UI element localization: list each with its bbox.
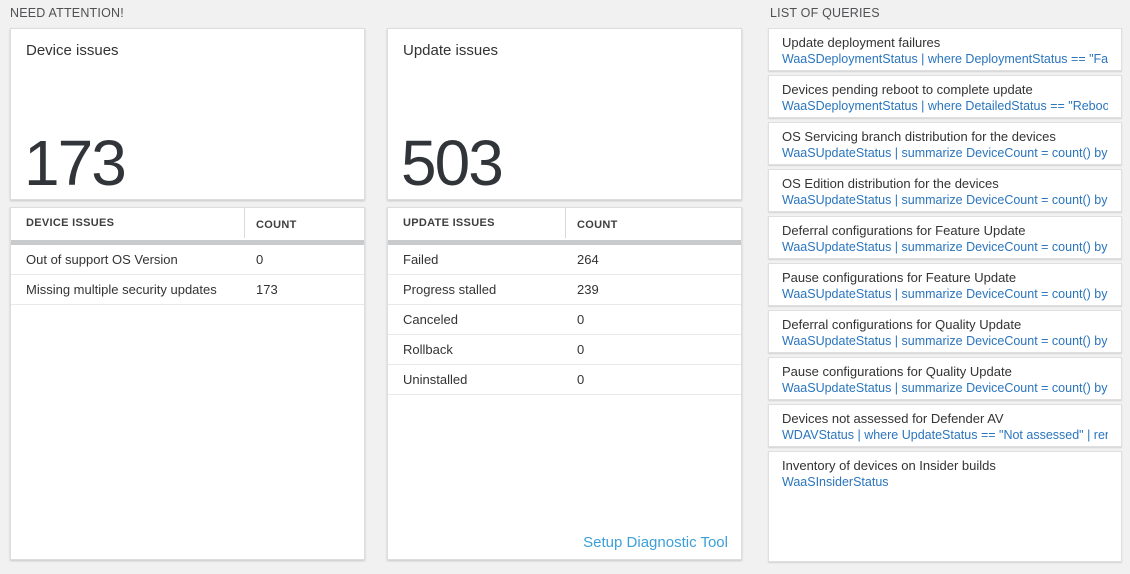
- query-title: Inventory of devices on Insider builds: [782, 458, 996, 473]
- update-table-header-issues-label: UPDATE ISSUES: [403, 217, 495, 229]
- device-table-header-count-label: COUNT: [256, 218, 297, 231]
- update-table-horizontal-scrollbar[interactable]: [388, 240, 741, 245]
- query-title: OS Servicing branch distribution for the…: [782, 129, 1056, 144]
- row-label: Canceled: [403, 312, 458, 327]
- update-issues-title: Update issues: [403, 42, 499, 59]
- need-attention-section-label: NEED ATTENTION!: [10, 6, 124, 20]
- query-list-item[interactable]: Devices not assessed for Defender AV WDA…: [768, 404, 1122, 447]
- row-count: 0: [577, 372, 585, 387]
- query-code-link[interactable]: WaaSUpdateStatus | summarize DeviceCount…: [782, 334, 1108, 348]
- row-label: Missing multiple security updates: [26, 282, 217, 297]
- row-label: Progress stalled: [403, 282, 497, 297]
- device-table-header-issues-cell: DEVICE ISSUES: [11, 208, 245, 238]
- query-list-item[interactable]: OS Servicing branch distribution for the…: [768, 122, 1122, 165]
- row-label: Rollback: [403, 342, 453, 357]
- update-issues-table-panel: UPDATE ISSUES COUNT Failed 264 Progress …: [387, 207, 742, 560]
- query-title: Deferral configurations for Quality Upda…: [782, 317, 1022, 332]
- update-issues-count-number: 503: [401, 127, 504, 199]
- row-label: Failed: [403, 252, 439, 267]
- query-code-link[interactable]: WaaSDeploymentStatus | where DeploymentS…: [782, 52, 1108, 66]
- table-row[interactable]: Canceled 0: [388, 305, 741, 335]
- query-list-item[interactable]: Pause configurations for Feature Update …: [768, 263, 1122, 306]
- query-title: Update deployment failures: [782, 35, 941, 50]
- table-row[interactable]: Rollback 0: [388, 335, 741, 365]
- device-table-header-count-cell: COUNT: [245, 216, 297, 231]
- device-table-horizontal-scrollbar[interactable]: [11, 240, 364, 245]
- query-code-link[interactable]: WaaSUpdateStatus | summarize DeviceCount…: [782, 287, 1108, 301]
- row-count: 239: [577, 282, 599, 297]
- query-list-item[interactable]: Inventory of devices on Insider builds W…: [768, 451, 1122, 562]
- query-list-item[interactable]: Deferral configurations for Quality Upda…: [768, 310, 1122, 353]
- row-count: 0: [577, 342, 585, 357]
- query-list-item[interactable]: Devices pending reboot to complete updat…: [768, 75, 1122, 118]
- query-code-link[interactable]: WaaSUpdateStatus | summarize DeviceCount…: [782, 381, 1108, 395]
- device-issues-tile[interactable]: Device issues 173: [10, 28, 365, 200]
- query-list-item[interactable]: Update deployment failures WaaSDeploymen…: [768, 28, 1122, 71]
- query-title: Devices not assessed for Defender AV: [782, 411, 1004, 426]
- update-table-header-count-cell: COUNT: [566, 216, 618, 231]
- list-of-queries-section-label: LIST OF QUERIES: [770, 6, 880, 20]
- device-issues-table-panel: DEVICE ISSUES COUNT Out of support OS Ve…: [10, 207, 365, 560]
- query-title: Pause configurations for Feature Update: [782, 270, 1017, 285]
- query-code-link[interactable]: WDAVStatus | where UpdateStatus == "Not …: [782, 428, 1108, 442]
- update-table-header-issues-cell: UPDATE ISSUES: [388, 208, 566, 238]
- device-issues-count-number: 173: [24, 127, 127, 199]
- update-table-header-count-label: COUNT: [577, 218, 618, 231]
- query-title: Deferral configurations for Feature Upda…: [782, 223, 1026, 238]
- row-label: Uninstalled: [403, 372, 468, 387]
- query-title: Devices pending reboot to complete updat…: [782, 82, 1033, 97]
- query-code-link[interactable]: WaaSUpdateStatus | summarize DeviceCount…: [782, 240, 1108, 254]
- row-count: 0: [577, 312, 585, 327]
- row-label: Out of support OS Version: [26, 252, 178, 267]
- table-row[interactable]: Uninstalled 0: [388, 365, 741, 395]
- device-issues-title: Device issues: [26, 42, 119, 59]
- query-list: Update deployment failures WaaSDeploymen…: [768, 28, 1122, 562]
- table-row[interactable]: Missing multiple security updates 173: [11, 275, 364, 305]
- row-count: 264: [577, 252, 599, 267]
- table-row[interactable]: Progress stalled 239: [388, 275, 741, 305]
- query-title: Pause configurations for Quality Update: [782, 364, 1012, 379]
- query-list-item[interactable]: Pause configurations for Quality Update …: [768, 357, 1122, 400]
- query-code-link[interactable]: WaaSDeploymentStatus | where DetailedSta…: [782, 99, 1108, 113]
- table-row[interactable]: Failed 264: [388, 245, 741, 275]
- update-issues-tile[interactable]: Update issues 503: [387, 28, 742, 200]
- query-code-link[interactable]: WaaSUpdateStatus | summarize DeviceCount…: [782, 146, 1108, 160]
- query-title: OS Edition distribution for the devices: [782, 176, 999, 191]
- query-list-item[interactable]: Deferral configurations for Feature Upda…: [768, 216, 1122, 259]
- row-count: 173: [256, 282, 278, 297]
- query-code-link[interactable]: WaaSUpdateStatus | summarize DeviceCount…: [782, 193, 1108, 207]
- query-list-item[interactable]: OS Edition distribution for the devices …: [768, 169, 1122, 212]
- setup-diagnostic-tool-link[interactable]: Setup Diagnostic Tool: [583, 534, 728, 551]
- query-code-link[interactable]: WaaSInsiderStatus: [782, 475, 889, 489]
- table-row[interactable]: Out of support OS Version 0: [11, 245, 364, 275]
- device-table-header-issues-label: DEVICE ISSUES: [26, 217, 115, 229]
- row-count: 0: [256, 252, 264, 267]
- update-table-header: UPDATE ISSUES COUNT: [388, 208, 741, 238]
- device-table-header: DEVICE ISSUES COUNT: [11, 208, 364, 238]
